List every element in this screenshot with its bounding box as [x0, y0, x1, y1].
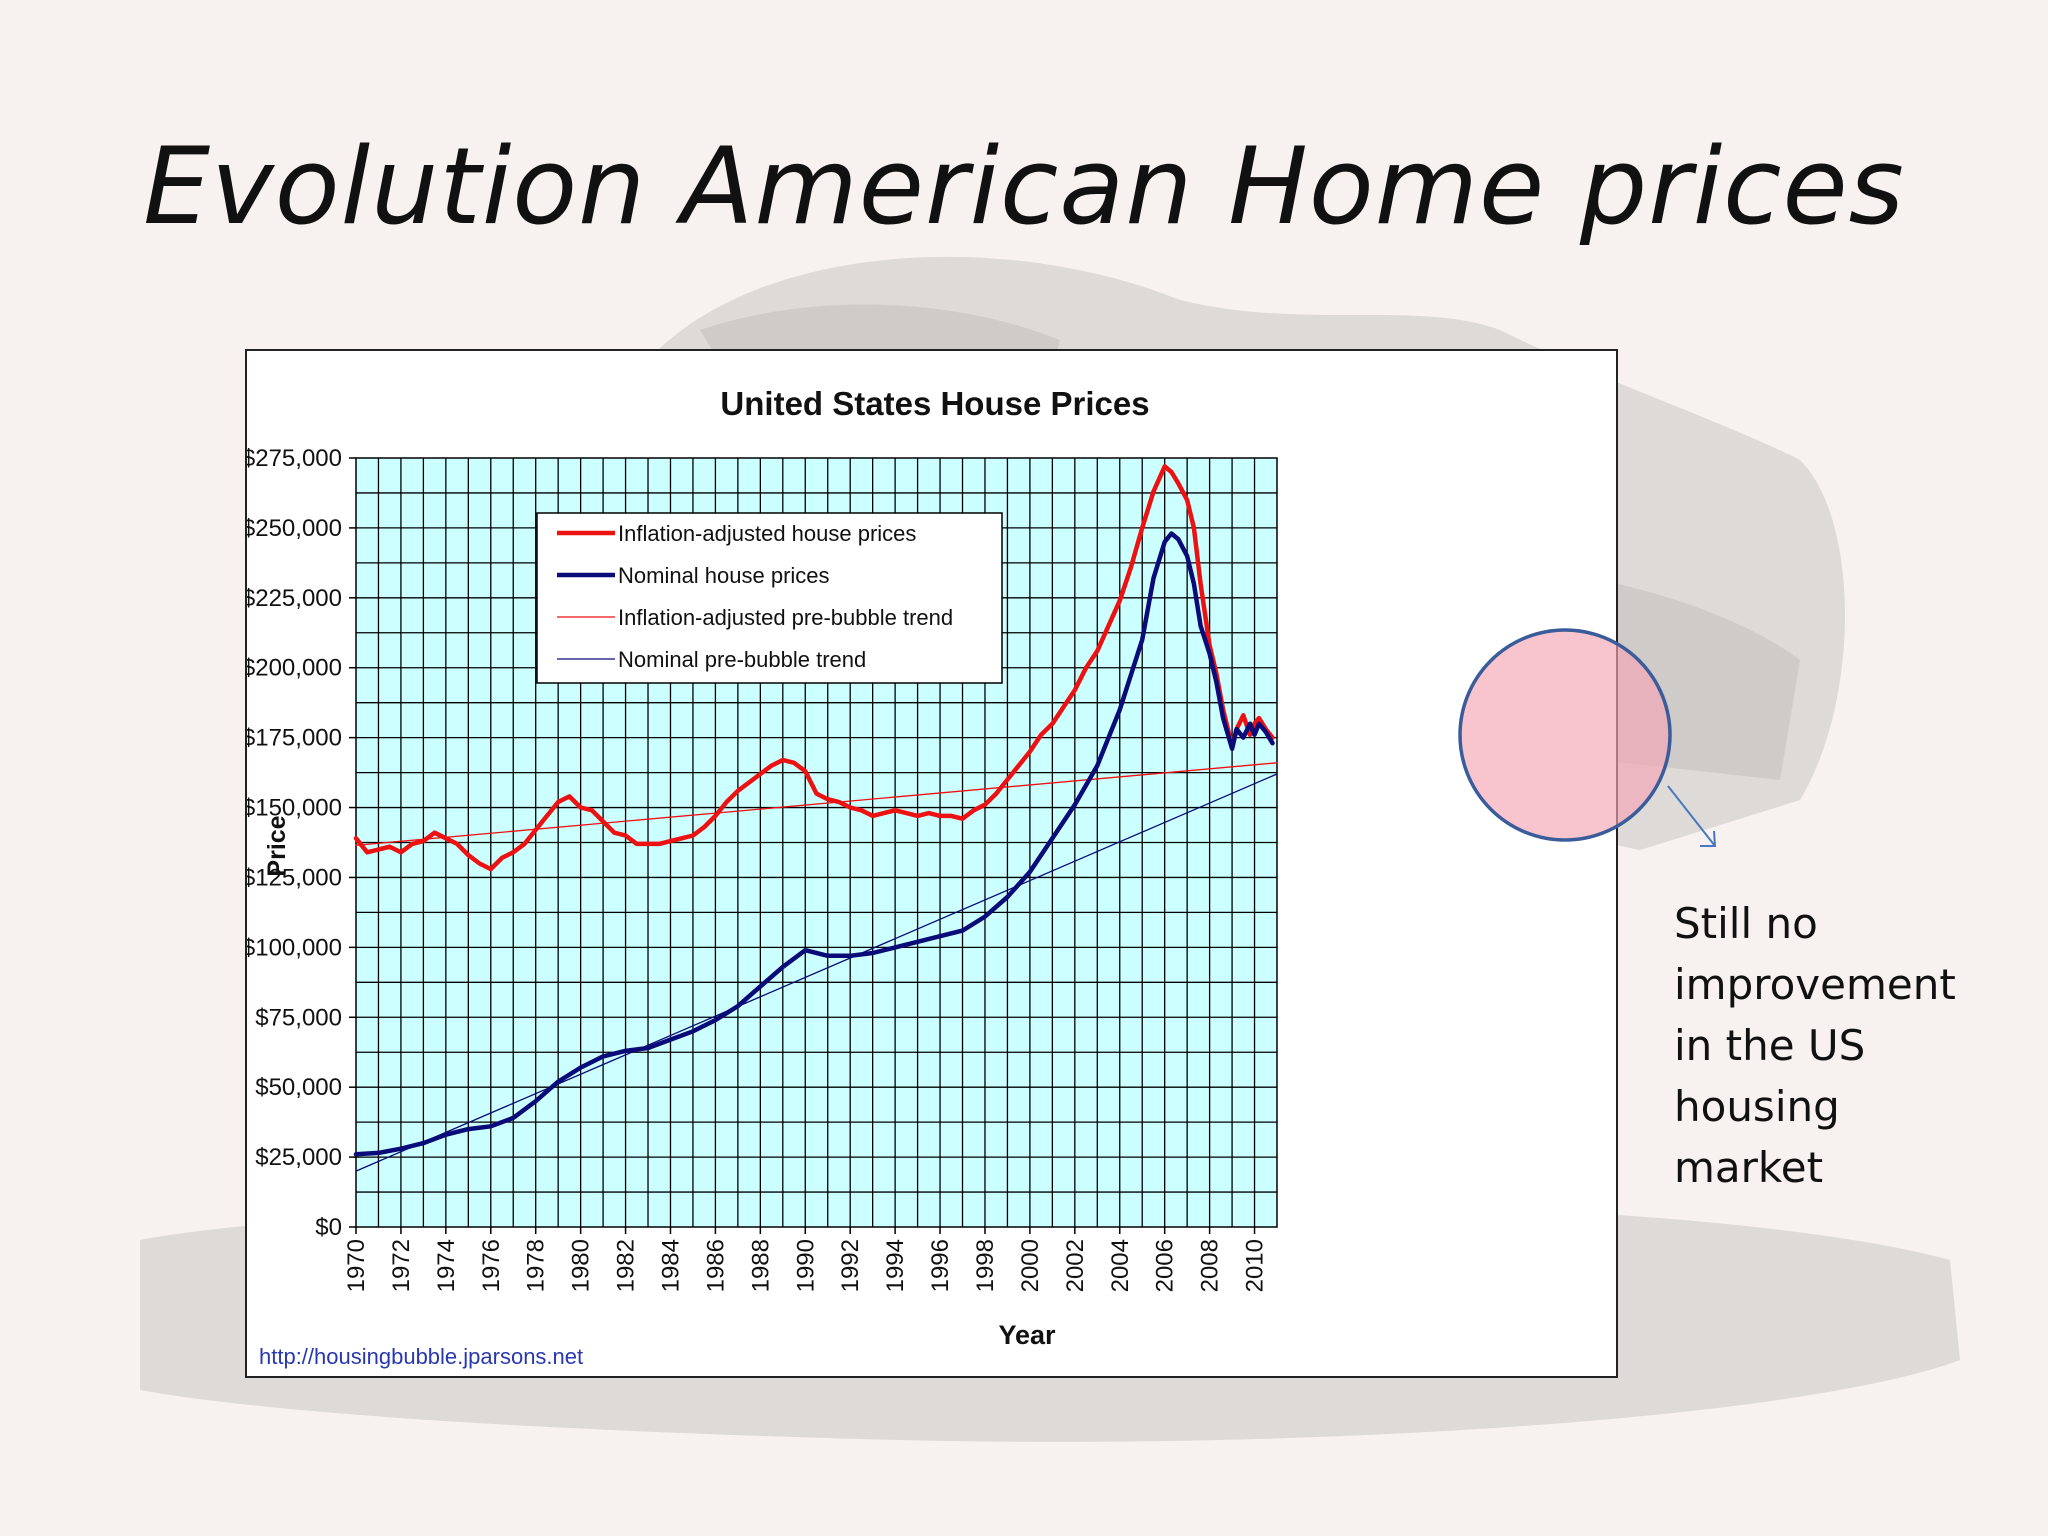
source-url-link[interactable]: http://housingbubble.jparsons.net	[259, 1344, 584, 1369]
y-axis: $0 $25,000 $50,000 $75,000 $100,000 $125,000 $…	[247, 445, 356, 1241]
legend-label: Inflation-adjusted pre-bubble trend	[618, 605, 953, 630]
x-tick-label: 1996	[927, 1239, 954, 1292]
side-note-line: improvement	[1674, 960, 1956, 1009]
side-note-line: Still no	[1674, 899, 1818, 948]
legend-label: Nominal house prices	[618, 563, 830, 588]
series-line-inflation-adjusted-pre-bubble-trend	[355, 762, 1278, 846]
series-line-nominal-pre-bubble-trend	[355, 773, 1278, 1172]
x-tick-label: 1974	[433, 1239, 460, 1292]
side-note-line: in the US	[1674, 1021, 1866, 1070]
x-tick-label: 1984	[657, 1239, 684, 1292]
y-tick-label: $250,000	[247, 515, 342, 542]
x-tick-label: 2010	[1242, 1239, 1269, 1292]
x-tick-label: 2006	[1152, 1239, 1179, 1292]
slide-title: Evolution American Home prices	[143, 125, 1905, 248]
x-tick-label: 2002	[1062, 1239, 1089, 1292]
y-tick-label: $275,000	[247, 445, 342, 472]
y-tick-label: $75,000	[255, 1004, 342, 1031]
x-tick-label: 2004	[1107, 1239, 1134, 1292]
series-line-nominal-house-prices	[353, 531, 1275, 1157]
x-tick-label: 1986	[702, 1239, 729, 1292]
house-price-chart: United States House Prices $0 $25,000 $50,…	[247, 385, 1278, 1350]
legend-label: Inflation-adjusted house prices	[618, 521, 916, 546]
x-axis: 1970 1972 1974 1976 1978 1980 1982 1984 1986 1988…	[343, 1227, 1269, 1292]
series-layer	[353, 464, 1278, 1172]
y-tick-label: $25,000	[255, 1144, 342, 1171]
y-tick-label: $225,000	[247, 585, 342, 612]
y-tick-label: $50,000	[255, 1074, 342, 1101]
x-tick-label: 1970	[343, 1239, 370, 1292]
legend: Inflation-adjusted house prices Nominal h…	[536, 512, 1003, 684]
x-tick-label: 1980	[568, 1239, 595, 1292]
y-tick-label: $0	[315, 1214, 342, 1241]
series-line-inflation-adjusted-house-prices	[353, 464, 1275, 872]
x-axis-label: Year	[998, 1320, 1056, 1350]
y-tick-label: $150,000	[247, 795, 342, 822]
x-tick-label: 1992	[837, 1239, 864, 1292]
x-tick-label: 2000	[1017, 1239, 1044, 1292]
side-note-line: housing	[1674, 1082, 1840, 1131]
y-tick-label: $200,000	[247, 655, 342, 682]
y-tick-label: $175,000	[247, 725, 342, 752]
x-tick-label: 1988	[747, 1239, 774, 1292]
x-tick-label: 1976	[478, 1239, 505, 1292]
x-tick-label: 1990	[792, 1239, 819, 1292]
x-tick-label: 1994	[882, 1239, 909, 1292]
x-tick-label: 1972	[388, 1239, 415, 1292]
legend-label: Nominal pre-bubble trend	[618, 647, 866, 672]
x-tick-label: 2008	[1197, 1239, 1224, 1292]
legend-box	[536, 512, 1003, 684]
chart-title: United States House Prices	[720, 385, 1149, 422]
y-tick-label: $100,000	[247, 934, 342, 961]
side-note: Still no improvement in the US housing marke…	[1674, 893, 2004, 1198]
y-tick-label: $125,000	[247, 864, 342, 891]
y-axis-label: Price	[263, 815, 291, 876]
x-tick-label: 1982	[613, 1239, 640, 1292]
side-note-line: market	[1674, 1143, 1824, 1192]
chart-frame: United States House Prices $0 $25,000 $50,…	[245, 349, 1618, 1378]
x-tick-label: 1978	[523, 1239, 550, 1292]
x-tick-label: 1998	[972, 1239, 999, 1292]
